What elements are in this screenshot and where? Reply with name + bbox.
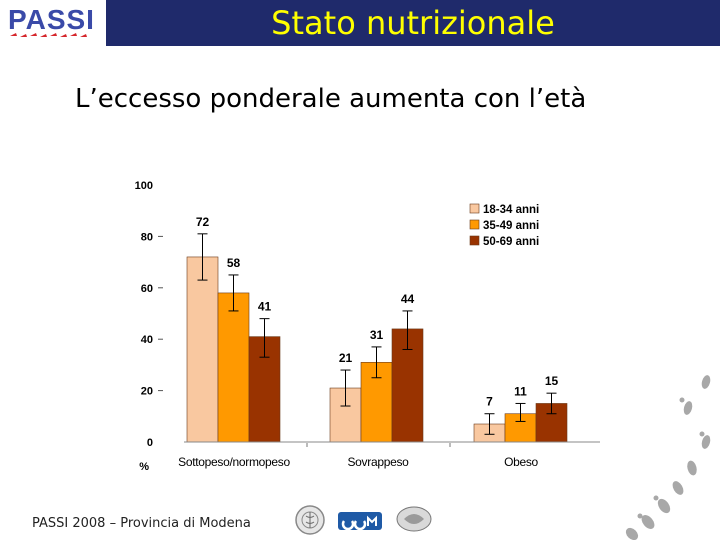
iss-seal-icon xyxy=(295,505,325,535)
y-tick-label: 100 xyxy=(135,180,153,192)
x-tick-label: Obeso xyxy=(504,455,538,469)
data-label: 21 xyxy=(339,351,353,365)
data-label: 44 xyxy=(401,292,415,306)
data-label: 31 xyxy=(370,328,384,342)
x-tick-label: Sovrappeso xyxy=(347,455,409,469)
legend-label: 35-49 anni xyxy=(483,220,539,232)
data-label: 15 xyxy=(545,374,559,388)
bar xyxy=(217,292,250,443)
data-label: 41 xyxy=(258,300,272,314)
ccm-logo-icon xyxy=(338,512,382,531)
y-tick-label: 40 xyxy=(141,334,153,346)
y-tick-label: 80 xyxy=(141,231,153,243)
y-axis-label: % xyxy=(139,461,149,473)
partner-logos xyxy=(292,502,442,538)
legend-swatch xyxy=(469,219,480,230)
y-tick-label: 20 xyxy=(141,386,153,398)
bar xyxy=(186,256,219,443)
data-label: 58 xyxy=(227,256,241,270)
data-label: 7 xyxy=(486,395,493,409)
footer-text: PASSI 2008 – Provincia di Modena xyxy=(32,516,251,531)
logo-text: PASSI xyxy=(8,4,95,35)
slide-subtitle: L’eccesso ponderale aumenta con l’età xyxy=(75,84,587,114)
legend-swatch xyxy=(469,235,480,246)
data-label: 11 xyxy=(514,384,527,398)
legend-swatch xyxy=(469,203,480,214)
y-tick-label: 60 xyxy=(141,283,153,295)
legend-label: 18-34 anni xyxy=(483,204,539,216)
x-tick-label: Sottopeso/normopeso xyxy=(178,455,290,469)
data-label: 72 xyxy=(196,215,210,229)
header-bar: Stato nutrizionale xyxy=(106,0,720,46)
passi-logo: PASSI xyxy=(0,0,104,46)
y-tick-label: 0 xyxy=(147,437,153,449)
footprints-decoration xyxy=(620,370,720,541)
cnesps-logo-icon xyxy=(396,506,432,532)
legend-label: 50-69 anni xyxy=(483,236,539,248)
page-title: Stato nutrizionale xyxy=(271,4,555,42)
